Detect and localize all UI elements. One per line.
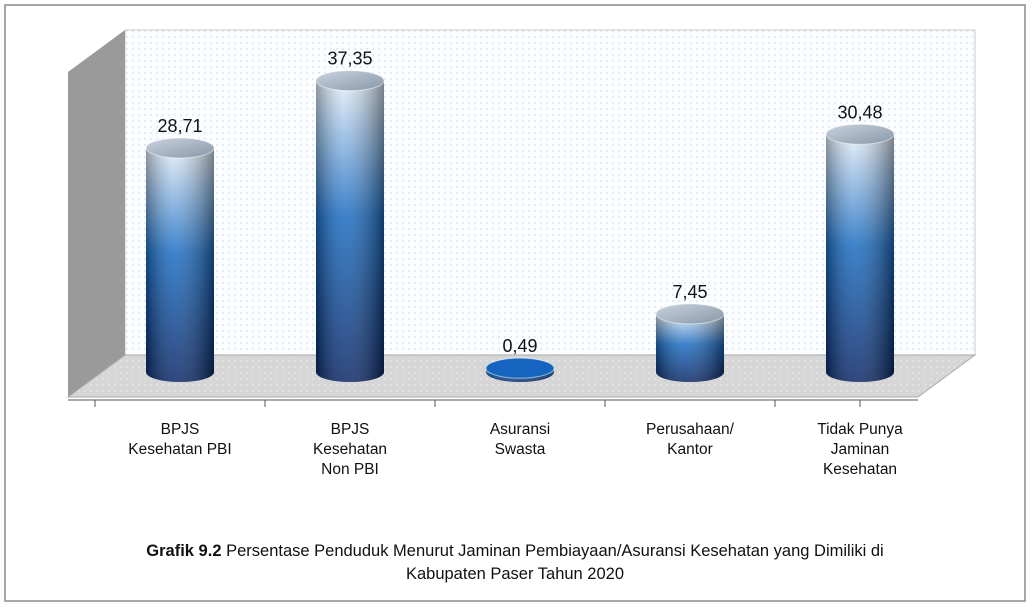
data-label: 28,71 — [157, 116, 202, 136]
bar-top — [655, 303, 725, 325]
bar-top — [315, 70, 385, 92]
side-wall — [68, 30, 125, 397]
bar-top — [485, 357, 555, 379]
x-tick-label: BPJS Kesehatan PBI — [128, 421, 232, 458]
bar — [145, 137, 215, 382]
bar — [485, 357, 555, 382]
data-label: 7,45 — [672, 282, 707, 302]
x-tick-label: Tidak Punya Jaminan Kesehatan — [817, 421, 903, 478]
bar — [655, 303, 725, 382]
caption-label: Grafik 9.2 — [146, 542, 222, 560]
data-label: 30,48 — [837, 102, 882, 122]
x-tick-label: Asuransi Swasta — [489, 421, 551, 458]
bar-top — [825, 123, 895, 145]
data-label: 0,49 — [502, 336, 537, 356]
bar-shade — [826, 134, 894, 382]
frame — [4, 4, 1026, 602]
bar-top — [145, 137, 215, 159]
caption: Grafik 9.2 Persentase Penduduk Menurut J… — [130, 540, 900, 586]
bar-shade — [656, 313, 724, 382]
bar-shade — [146, 148, 214, 382]
x-tick-label: Perusahaan/ Kantor — [646, 421, 734, 458]
bar — [315, 70, 385, 383]
x-tick-label: BPJS Kesehatan Non PBI — [312, 421, 388, 478]
bar — [825, 123, 895, 382]
bar-shade — [316, 80, 384, 383]
chart-title: Persentase Penduduk Menurut Jaminan Pemb… — [226, 542, 884, 583]
data-label: 37,35 — [327, 49, 372, 69]
